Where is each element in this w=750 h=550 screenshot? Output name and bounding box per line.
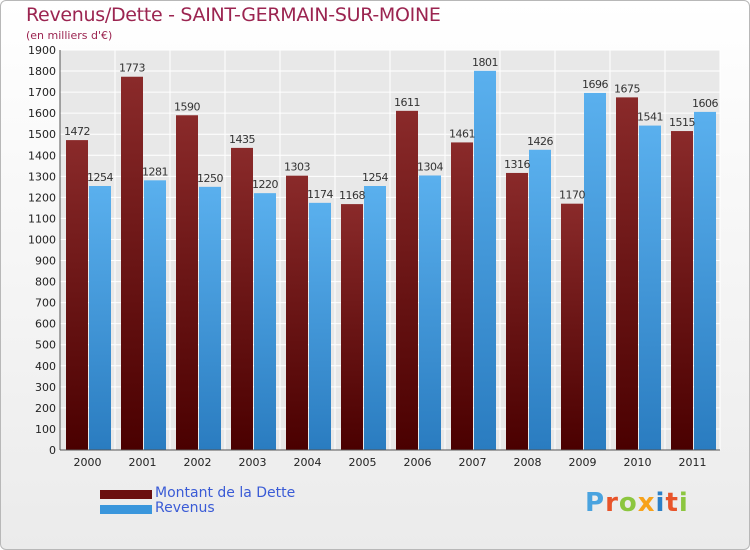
data-label-revenus: 1254 xyxy=(362,171,388,184)
chart-title: Revenus/Dette - SAINT-GERMAIN-SUR-MOINE xyxy=(26,4,441,26)
bar-dette xyxy=(231,147,253,451)
data-label-dette: 1435 xyxy=(229,133,255,146)
data-label-dette: 1303 xyxy=(284,161,310,174)
bar-revenus xyxy=(309,202,331,450)
data-label-dette: 1515 xyxy=(669,116,695,129)
legend-swatch-debt xyxy=(100,490,152,499)
y-tick-label: 1900 xyxy=(28,44,56,57)
proxiti-logo: Proxiti xyxy=(585,488,689,518)
bar-revenus xyxy=(89,186,111,450)
data-label-revenus: 1281 xyxy=(142,165,168,178)
bar-dette xyxy=(176,115,198,451)
bar-dette xyxy=(121,76,143,450)
x-tick-label: 2004 xyxy=(294,456,322,469)
x-tick-label: 2010 xyxy=(624,456,652,469)
x-tick-label: 2007 xyxy=(459,456,487,469)
y-tick-label: 700 xyxy=(35,297,56,310)
x-tick-label: 2011 xyxy=(679,456,707,469)
bar-revenus xyxy=(419,175,441,450)
y-tick-label: 1000 xyxy=(28,233,56,246)
y-tick-label: 400 xyxy=(35,360,56,373)
y-tick-label: 1500 xyxy=(28,128,56,141)
y-tick-label: 900 xyxy=(35,255,56,268)
x-tick-label: 2008 xyxy=(514,456,542,469)
data-label-dette: 1675 xyxy=(614,82,640,95)
bar-dette xyxy=(341,204,363,450)
data-label-revenus: 1174 xyxy=(307,188,333,201)
bar-dette xyxy=(616,97,638,451)
data-label-dette: 1461 xyxy=(449,127,475,140)
bar-revenus xyxy=(199,186,221,450)
data-label-revenus: 1696 xyxy=(582,78,608,91)
data-label-revenus: 1541 xyxy=(637,111,663,124)
bar-dette xyxy=(286,175,308,450)
bar-revenus xyxy=(529,149,551,450)
bar-revenus xyxy=(584,92,606,451)
bar-revenus xyxy=(694,111,716,450)
x-tick-label: 2001 xyxy=(129,456,157,469)
y-tick-label: 0 xyxy=(49,444,56,457)
bar-dette xyxy=(671,131,693,451)
bar-revenus xyxy=(364,186,386,450)
y-tick-label: 600 xyxy=(35,318,56,331)
data-label-revenus: 1254 xyxy=(87,171,113,184)
bar-revenus xyxy=(639,125,661,450)
x-tick-label: 2000 xyxy=(74,456,102,469)
bar-revenus xyxy=(474,70,496,450)
bar-dette xyxy=(561,203,583,450)
data-label-dette: 1170 xyxy=(559,189,585,202)
y-tick-label: 300 xyxy=(35,381,56,394)
y-tick-label: 500 xyxy=(35,339,56,352)
bar-revenus xyxy=(144,180,166,450)
bar-revenus xyxy=(254,193,276,450)
x-tick-label: 2006 xyxy=(404,456,432,469)
legend-swatch-revenus xyxy=(100,505,152,514)
data-label-dette: 1168 xyxy=(339,189,365,202)
bar-dette xyxy=(451,142,473,450)
y-tick-label: 1100 xyxy=(28,212,56,225)
y-tick-label: 100 xyxy=(35,423,56,436)
y-tick-label: 1200 xyxy=(28,191,56,204)
data-label-dette: 1472 xyxy=(64,125,90,138)
x-tick-label: 2005 xyxy=(349,456,377,469)
y-tick-label: 1600 xyxy=(28,107,56,120)
data-label-revenus: 1250 xyxy=(197,172,223,185)
data-label-revenus: 1801 xyxy=(472,56,498,69)
x-tick-label: 2003 xyxy=(239,456,267,469)
y-tick-label: 800 xyxy=(35,276,56,289)
data-label-dette: 1590 xyxy=(174,100,200,113)
legend-label-revenus: Revenus xyxy=(155,500,215,516)
data-label-revenus: 1304 xyxy=(417,160,443,173)
legend-label-debt: Montant de la Dette xyxy=(155,485,296,501)
bar-dette xyxy=(66,140,88,450)
bar-dette xyxy=(396,110,418,450)
data-label-revenus: 1426 xyxy=(527,135,553,148)
x-tick-label: 2009 xyxy=(569,456,597,469)
y-tick-label: 1400 xyxy=(28,149,56,162)
data-label-dette: 1611 xyxy=(394,96,420,109)
data-label-dette: 1773 xyxy=(119,62,145,75)
y-tick-label: 1800 xyxy=(28,65,56,78)
data-label-revenus: 1606 xyxy=(692,97,718,110)
chart-subtitle: (en milliers d'€) xyxy=(26,29,113,42)
data-label-dette: 1316 xyxy=(504,158,530,171)
y-tick-label: 1300 xyxy=(28,170,56,183)
y-tick-label: 1700 xyxy=(28,86,56,99)
bar-dette xyxy=(506,172,528,450)
y-tick-label: 200 xyxy=(35,402,56,415)
x-tick-label: 2002 xyxy=(184,456,212,469)
data-label-revenus: 1220 xyxy=(252,178,278,191)
